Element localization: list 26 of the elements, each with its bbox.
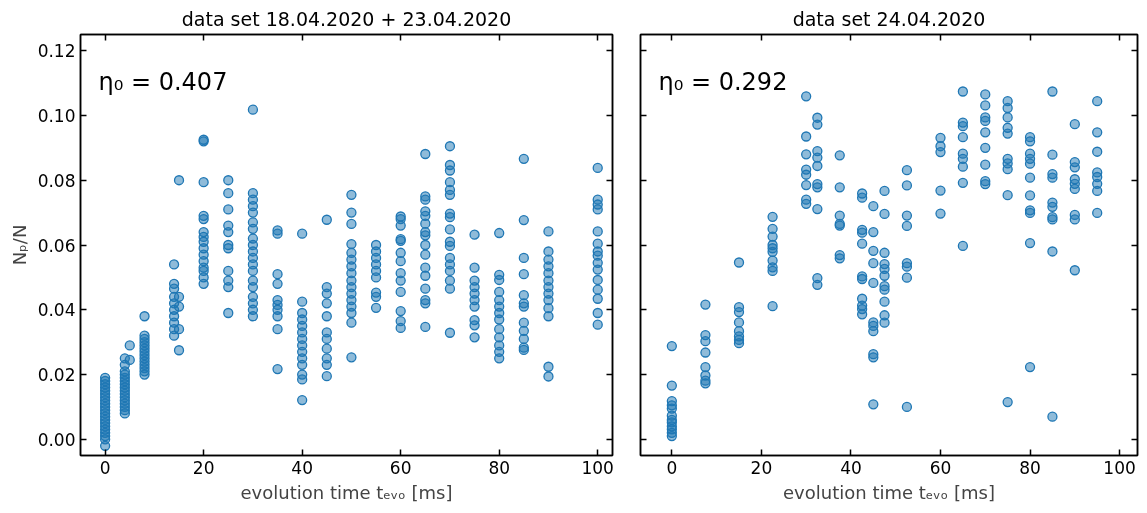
x-tick-label: 60 — [929, 457, 952, 478]
y-tick-label: 0.08 — [37, 170, 76, 191]
y-tick-label: 0.10 — [37, 105, 76, 126]
annotation: η₀ = 0.407 — [98, 67, 228, 96]
y-tick-label: 0.02 — [37, 365, 76, 386]
y-tick-label: 0.04 — [37, 300, 76, 321]
chart-title: data set 24.04.2020 — [792, 7, 986, 30]
x-axis-title: evolution time tₑᵥₒ [ms] — [783, 481, 995, 503]
x-tick-label: 80 — [1019, 457, 1041, 478]
y-tick-label: 0.00 — [37, 429, 76, 450]
y-axis-title: Nₚ/N — [8, 224, 30, 266]
annotation: η₀ = 0.292 — [658, 67, 788, 96]
x-tick-label: 20 — [750, 457, 773, 478]
y-tick-label: 0.12 — [37, 41, 76, 62]
x-tick-label: 60 — [389, 457, 412, 478]
x-tick-label: 40 — [840, 457, 862, 478]
x-tick-label: 0 — [99, 457, 111, 478]
x-tick-label: 0 — [666, 457, 678, 478]
x-axis-title: evolution time tₑᵥₒ [ms] — [240, 481, 453, 503]
x-tick-label: 40 — [291, 457, 313, 478]
x-tick-label: 20 — [192, 457, 215, 478]
x-tick-label: 80 — [488, 457, 511, 478]
x-tick-label: 100 — [581, 457, 614, 478]
y-tick-label: 0.06 — [37, 235, 76, 256]
x-tick-label: 100 — [1103, 457, 1136, 478]
chart-title: data set 18.04.2020 + 23.04.2020 — [181, 7, 512, 30]
